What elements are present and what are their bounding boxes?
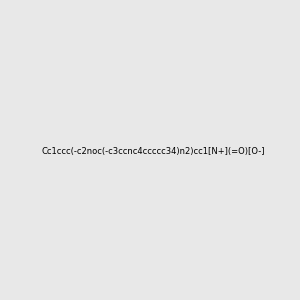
Text: Cc1ccc(-c2noc(-c3ccnc4ccccc34)n2)cc1[N+](=O)[O-]: Cc1ccc(-c2noc(-c3ccnc4ccccc34)n2)cc1[N+]…	[42, 147, 266, 156]
